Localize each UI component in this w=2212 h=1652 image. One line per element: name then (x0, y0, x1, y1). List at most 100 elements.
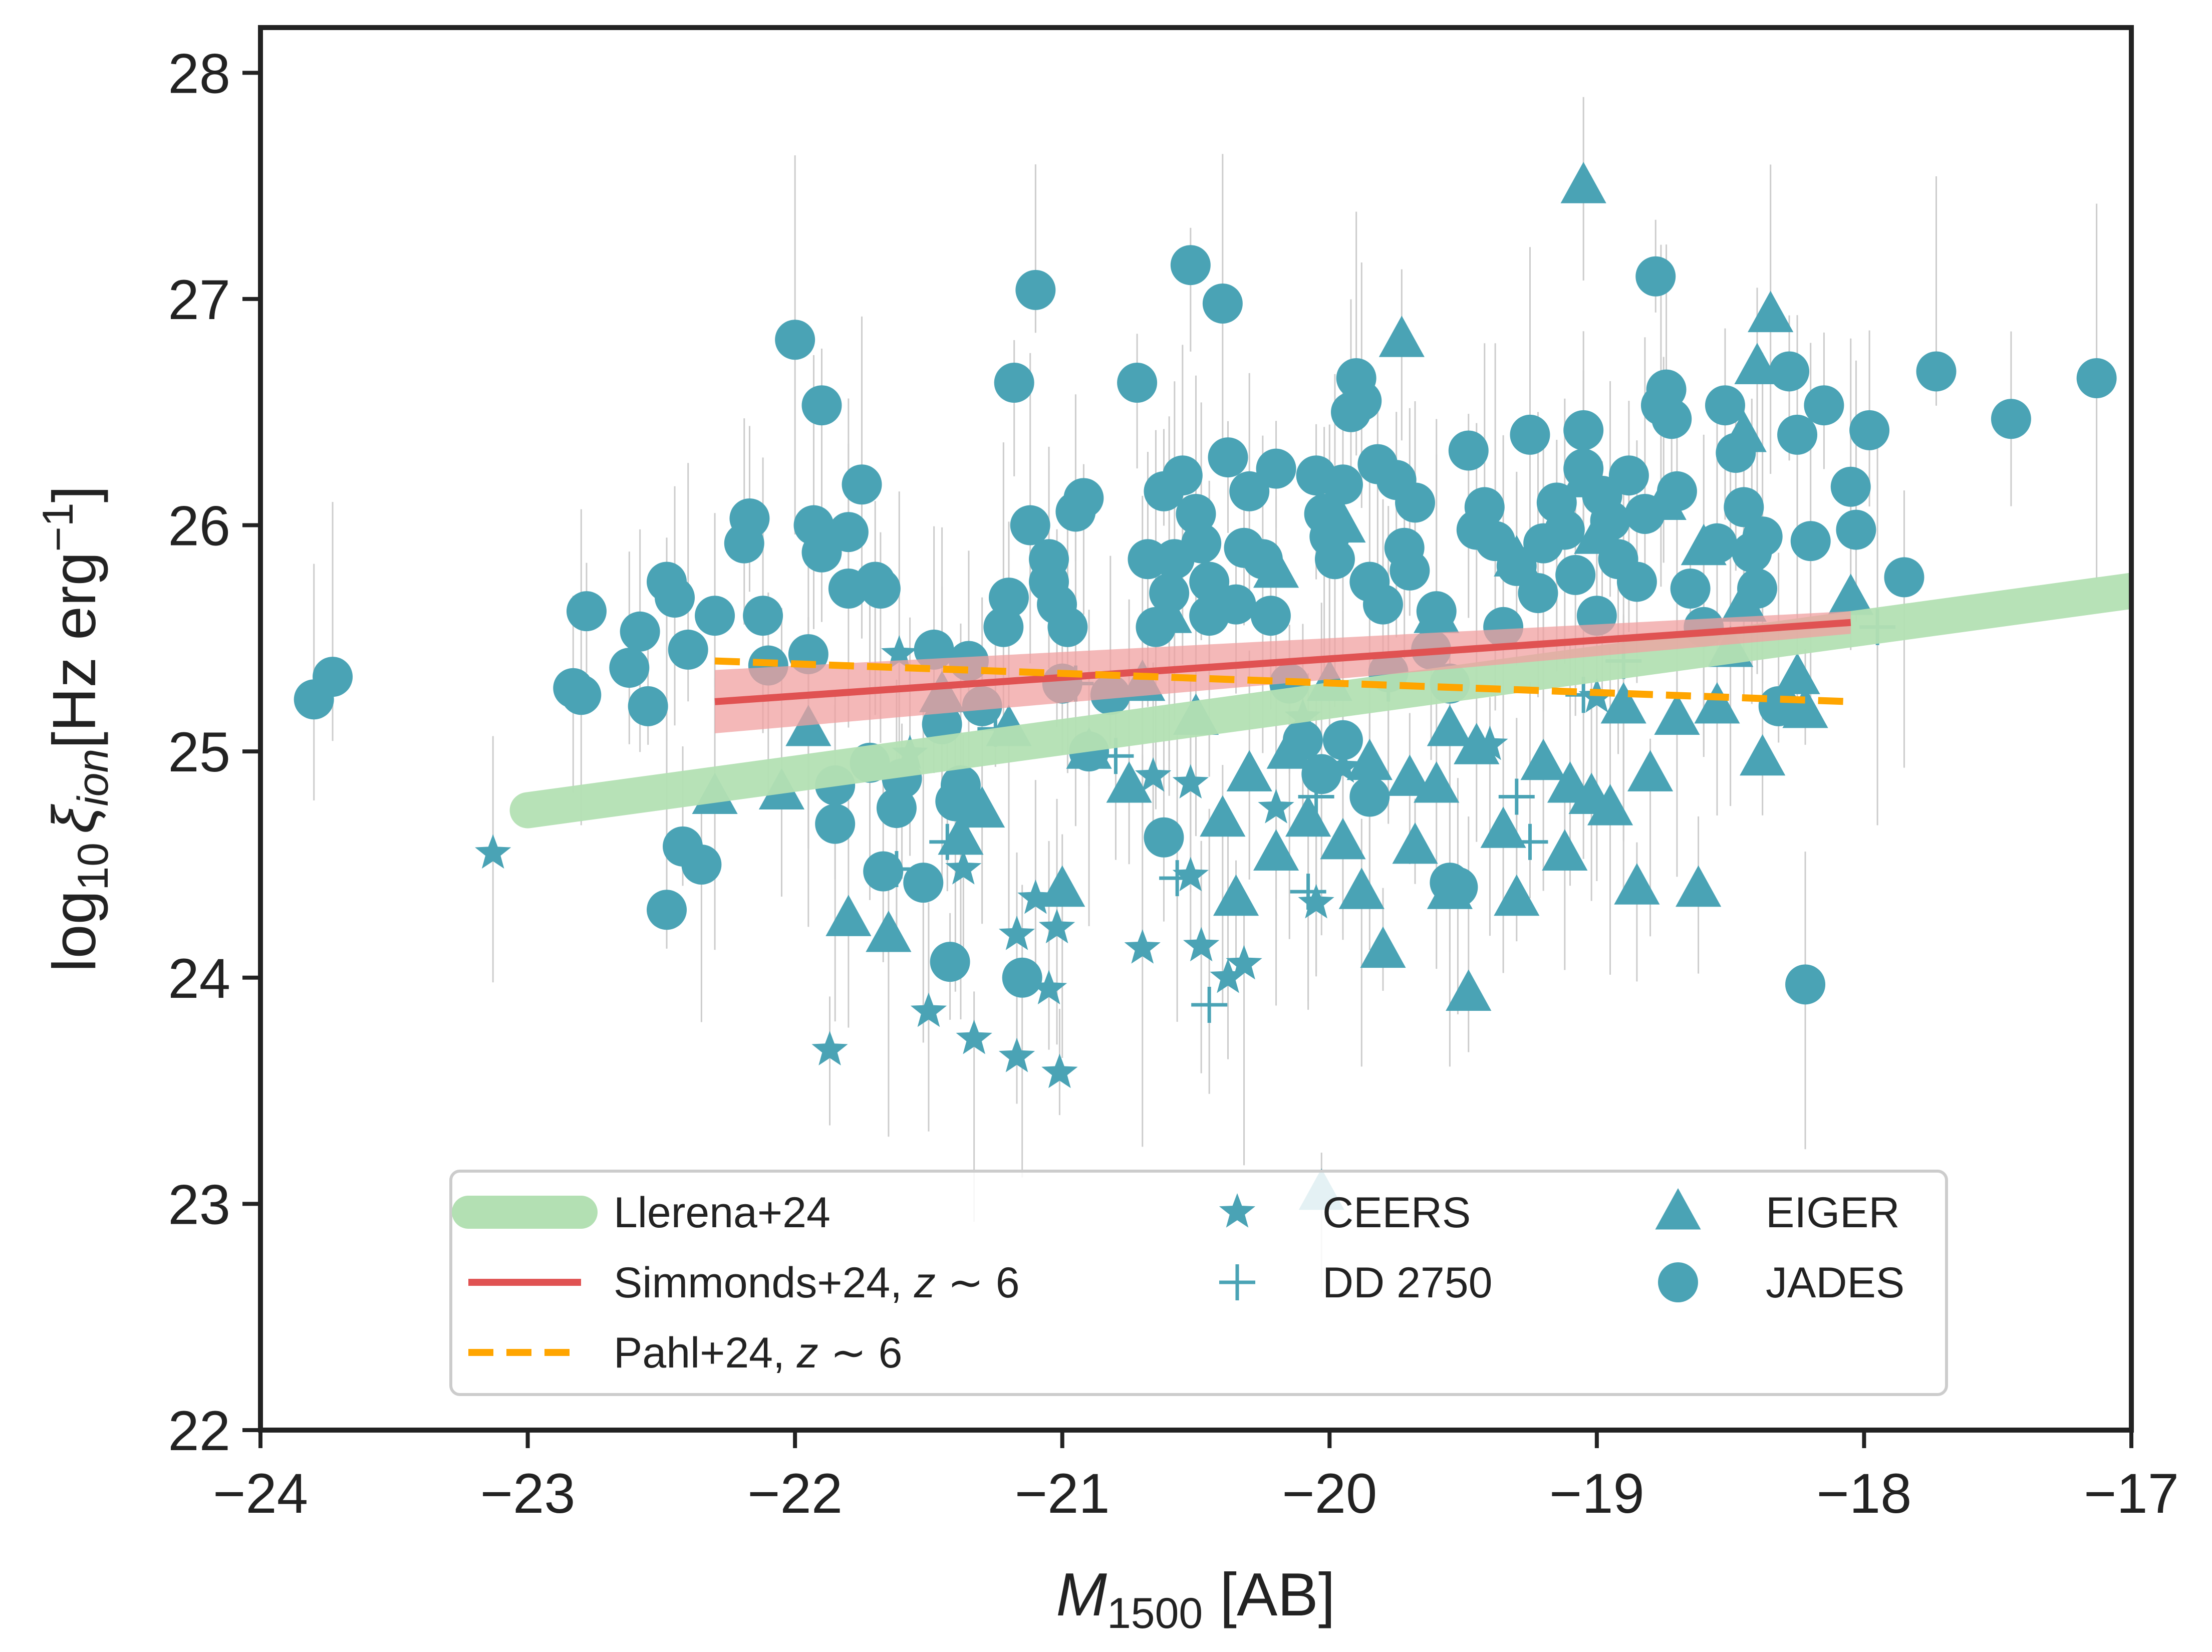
dd-2750-point (1191, 986, 1228, 1023)
legend-pahl-text: Pahl+24, (614, 1329, 797, 1377)
jades-point (1544, 509, 1585, 550)
jades-point (1216, 584, 1256, 625)
jades-point (1395, 482, 1436, 523)
jades-point (628, 686, 668, 726)
eiger-point (938, 813, 984, 855)
jades-point (1208, 437, 1248, 478)
x-tick-label: −23 (480, 1462, 576, 1525)
eiger-point (1676, 865, 1722, 907)
legend-simmonds-approx: ∼ 6 (936, 1259, 1020, 1307)
eiger-point (1346, 738, 1393, 780)
legend-eiger-triangle (1655, 1188, 1701, 1230)
jades-point (1416, 591, 1457, 632)
legend-dd2750-marker (1219, 1264, 1255, 1300)
jades-point (1322, 464, 1363, 505)
jades-point (1496, 545, 1537, 586)
jades-point (940, 765, 981, 805)
jades-point (681, 844, 722, 885)
legend-ceers-marker (1219, 1193, 1256, 1228)
legend-eiger-label: EIGER (1766, 1189, 1900, 1237)
jades-point (863, 851, 904, 892)
jades-point (1282, 720, 1323, 760)
eiger-point (1392, 822, 1438, 864)
y-tick-label: 23 (168, 1173, 230, 1236)
y-axis-label: log10 ξion[Hz erg−1] (34, 486, 117, 972)
x-axis-label: M1500 [AB] (1056, 1560, 1335, 1637)
jades-point (1149, 573, 1190, 614)
jades-point (1785, 964, 1826, 1005)
jades-point (828, 512, 869, 553)
dd-2750-point (1290, 874, 1326, 910)
y-tick-label: 24 (168, 947, 230, 1010)
eiger-point (1694, 682, 1740, 724)
jades-point (1002, 957, 1042, 998)
jades-point (775, 320, 815, 360)
jades-point (1063, 478, 1104, 518)
legend-pahl-label: Pahl+24, z ∼ 6 (614, 1329, 902, 1377)
jades-point (1608, 455, 1649, 496)
eiger-point (1600, 682, 1646, 724)
eiger-point (1360, 926, 1406, 968)
eiger-point (1734, 343, 1780, 384)
jades-point (1047, 607, 1088, 647)
y-axis-label-unit-close: ] (40, 486, 108, 503)
jades-point (1616, 562, 1657, 602)
jades-point (620, 611, 660, 652)
eiger-point (1226, 750, 1272, 791)
jades-point (729, 498, 770, 538)
jades-point (1656, 471, 1697, 511)
jades-point (1117, 363, 1158, 403)
eiger-point (1446, 969, 1492, 1011)
jades-point (1849, 410, 1890, 450)
jades-point (1624, 493, 1665, 534)
legend-frame (449, 1170, 1948, 1396)
legend-pahl-approx: ∼ 6 (818, 1329, 903, 1377)
x-tick-label: −20 (1282, 1462, 1377, 1525)
jades-point (860, 569, 901, 609)
ceers-point (1030, 970, 1067, 1005)
ceers-point (945, 850, 982, 885)
x-tick-label: −21 (1015, 1462, 1110, 1525)
jades-point (743, 596, 783, 636)
jades-point (801, 385, 842, 426)
jades-point (1301, 754, 1342, 794)
dd-2750-point (1159, 860, 1196, 897)
y-axis-label-log: log (40, 891, 108, 972)
jades-point (566, 591, 607, 632)
ceers-point (475, 834, 511, 869)
legend-simmonds-label: Simmonds+24, z ∼ 6 (614, 1259, 1020, 1307)
jades-point (1697, 523, 1737, 564)
x-tick-label: −22 (747, 1462, 843, 1525)
dd-2750-point (1498, 778, 1535, 815)
legend-jades-marker (1658, 1262, 1698, 1302)
legend-ceers-star (1219, 1193, 1256, 1228)
x-tick-label: −24 (213, 1462, 308, 1525)
y-axis-label-xi: ξ (40, 803, 108, 834)
jades-point (815, 803, 856, 844)
eiger-point (1039, 865, 1085, 907)
y-axis-label-unit-exponent: −1 (34, 502, 82, 552)
legend-dd2750-label: DD 2750 (1322, 1259, 1492, 1307)
ceers-point (998, 1037, 1035, 1072)
legend-jades-label: JADES (1766, 1259, 1904, 1307)
jades-point (989, 578, 1029, 618)
eiger-point (785, 705, 832, 746)
ceers-point (1017, 879, 1054, 914)
y-tick-label: 26 (168, 495, 230, 558)
eiger-point (1740, 734, 1786, 776)
eiger-point (1654, 693, 1700, 735)
eiger-point (1547, 761, 1593, 803)
y-tick-label: 28 (168, 42, 230, 105)
ceers-point (1210, 958, 1246, 993)
eiger-point (1253, 829, 1299, 871)
jades-point (1563, 410, 1604, 450)
jades-point (1464, 487, 1505, 527)
ceers-point (1258, 789, 1294, 823)
jades-point (1144, 817, 1184, 858)
jades-point (1777, 414, 1818, 455)
jades-point (1916, 351, 1957, 392)
eiger-point (1748, 291, 1794, 333)
jades-point (1737, 569, 1777, 609)
ceers-point (1324, 748, 1361, 783)
